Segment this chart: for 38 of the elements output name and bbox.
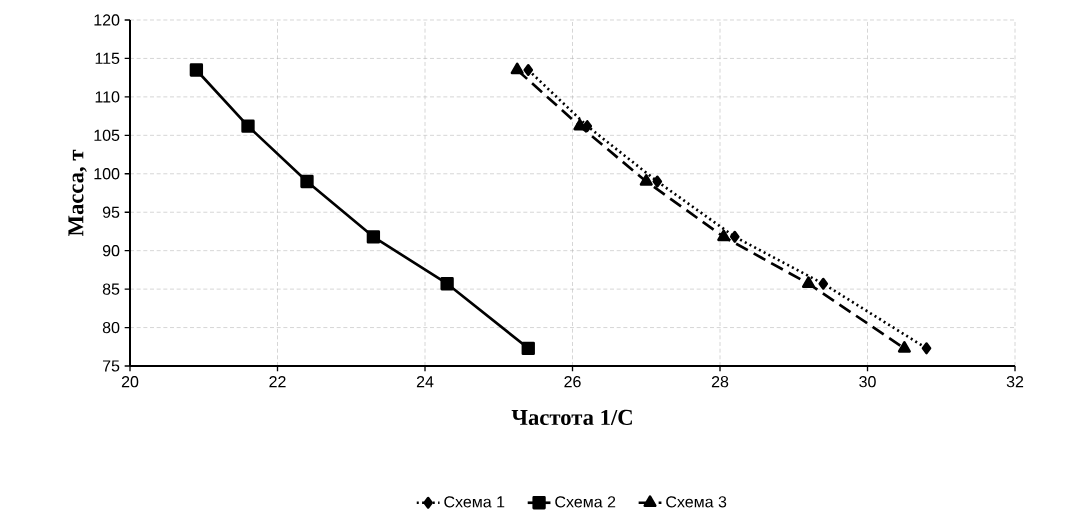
legend-label: Схема 2 xyxy=(555,496,616,508)
x-tick-label: 22 xyxy=(269,376,286,388)
x-tick-label: 20 xyxy=(121,376,139,388)
legend-label: Схема 3 xyxy=(666,496,727,508)
point xyxy=(717,229,731,242)
y-tick-label: 100 xyxy=(94,168,120,180)
point xyxy=(440,277,454,291)
point xyxy=(366,230,381,244)
x-axis-title: Частота 1/С xyxy=(511,409,632,426)
y-tick-label: 110 xyxy=(95,91,120,103)
point xyxy=(639,174,653,186)
point xyxy=(300,174,314,189)
y-tick-label: 95 xyxy=(102,206,120,218)
x-tick-label: 28 xyxy=(711,376,729,388)
x-tick-label: 26 xyxy=(564,376,581,388)
point xyxy=(729,230,740,243)
point xyxy=(523,63,534,76)
point xyxy=(189,63,204,77)
point xyxy=(921,342,932,355)
y-tick-label: 105 xyxy=(94,129,120,141)
y-tick-label: 120 xyxy=(94,14,120,26)
y-tick-label: 80 xyxy=(102,321,120,334)
point xyxy=(801,276,816,289)
y-tick-label: 85 xyxy=(102,283,120,295)
point xyxy=(510,62,524,75)
point xyxy=(652,175,663,188)
point xyxy=(241,119,255,133)
point xyxy=(521,341,535,355)
x-tick-label: 30 xyxy=(859,376,876,388)
legend-label: Схема 1 xyxy=(444,496,505,508)
x-tick-label: 32 xyxy=(1006,376,1024,388)
x-tick-label: 24 xyxy=(416,376,434,388)
point xyxy=(818,277,829,290)
y-tick-label: 90 xyxy=(102,245,120,257)
point xyxy=(897,340,911,353)
y-tick-label: 115 xyxy=(95,52,120,65)
y-tick-label: 75 xyxy=(102,360,120,372)
y-axis-title: Масса, т xyxy=(68,149,87,237)
